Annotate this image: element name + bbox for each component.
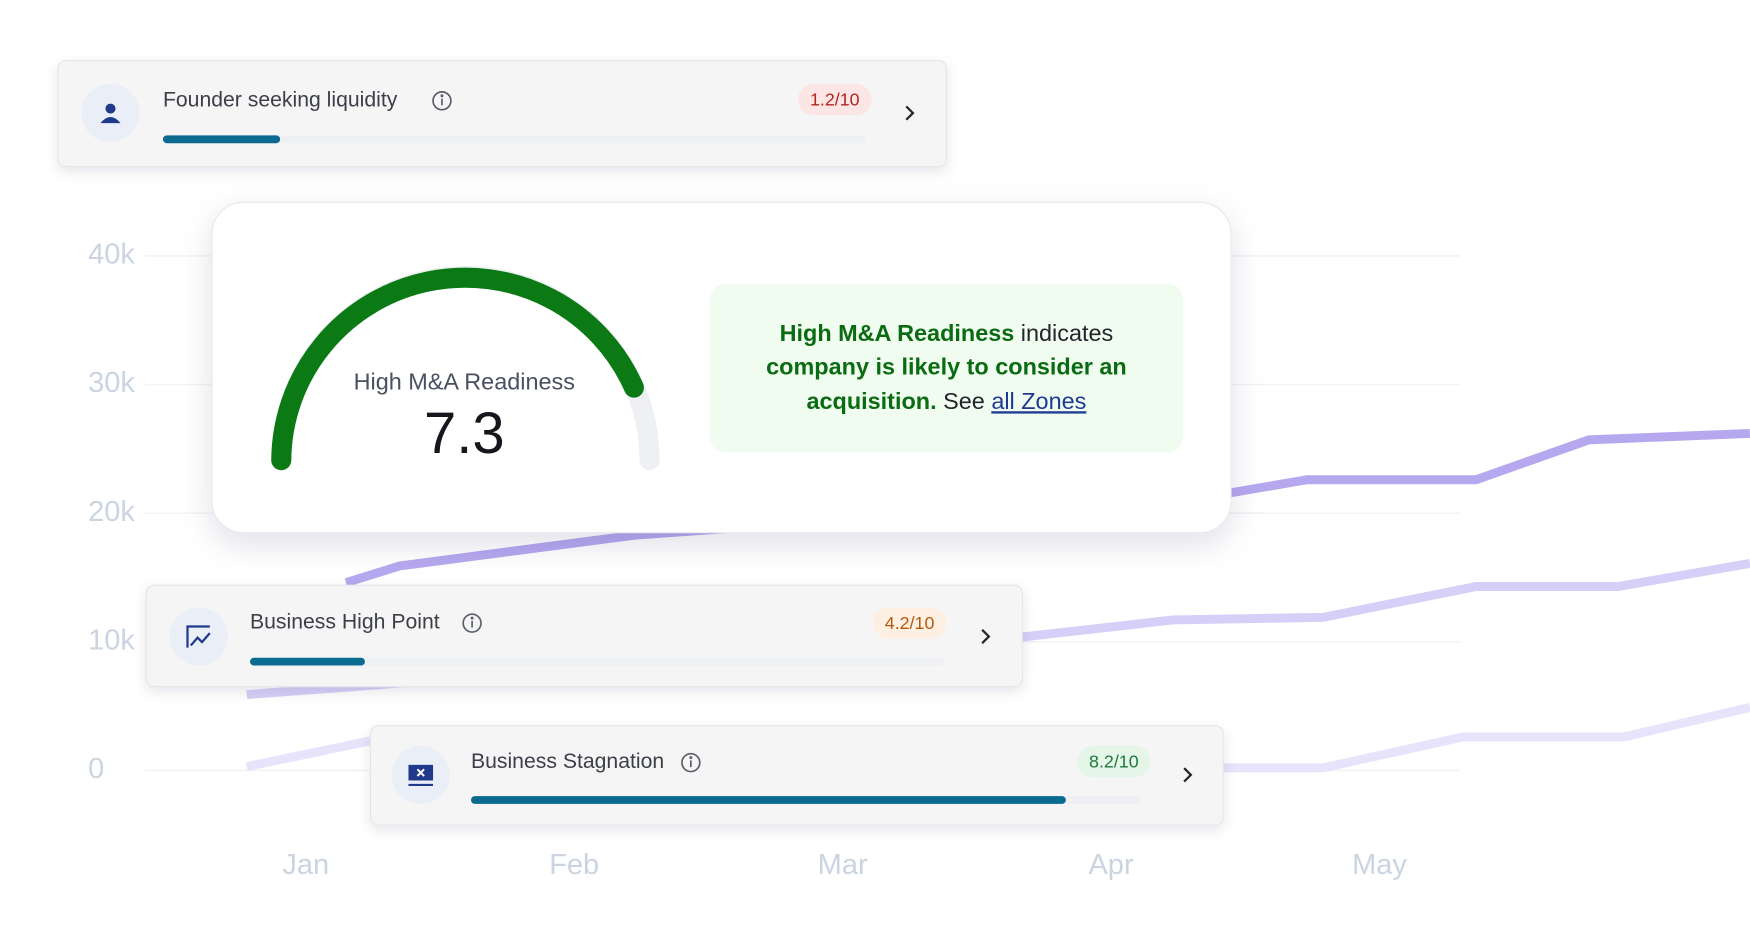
score: 4.2/10 [885, 613, 935, 633]
y-tick-label: 0 [88, 753, 104, 785]
y-tick-label: 40k [88, 239, 135, 271]
gauge-value: 7.3 [424, 401, 505, 466]
y-tick-label: 20k [88, 496, 135, 528]
progress-track [250, 657, 945, 666]
highlight: company is likely to consider an [766, 354, 1127, 380]
description-line: acquisition. See all Zones [806, 388, 1086, 414]
x-tick-label: Apr [1088, 849, 1133, 881]
score-pill [1077, 745, 1151, 778]
text: indicates [1014, 320, 1113, 346]
trend-line [344, 428, 1750, 587]
score: 8.2/10 [1089, 751, 1139, 771]
trend-line [246, 558, 1750, 699]
zones-link[interactable]: all Zones [991, 388, 1086, 414]
stagnation-icon [408, 764, 434, 787]
signal-card[interactable]: Business Stagnation 8.2/10 [369, 725, 1224, 826]
gauge-arc [271, 267, 644, 471]
description-line: company is likely to consider an [766, 354, 1127, 380]
card-title: Business High Point [250, 611, 440, 634]
text: See [937, 388, 992, 414]
x-tick-label: Feb [549, 849, 599, 881]
chart-icon [186, 625, 211, 648]
signal-card[interactable]: Business High Point 4.2/10 [145, 584, 1023, 688]
signal-card[interactable]: Founder seeking liquidity 1.2/10 [57, 60, 947, 168]
y-tick-label: 30k [88, 367, 135, 399]
progress-bar [162, 135, 281, 144]
card-title: Founder seeking liquidity [163, 88, 398, 111]
description-line: High M&A Readiness indicates [780, 320, 1114, 346]
gauge-label: High M&A Readiness [354, 368, 575, 394]
progress-track [162, 135, 867, 144]
chevron[interactable] [981, 629, 991, 644]
highlight: acquisition. [806, 388, 936, 414]
highlight: High M&A Readiness [780, 320, 1015, 346]
progress-bar [470, 796, 1066, 804]
x-tick-label: Mar [818, 849, 868, 881]
chevron[interactable] [905, 105, 915, 121]
y-tick-label: 10k [88, 624, 135, 656]
card-title: Business Stagnation [471, 750, 664, 773]
x-tick-label: May [1352, 849, 1407, 881]
x-tick-label: Jan [282, 849, 329, 881]
gauge-card: High M&A Readiness 7.3 High M&A Readines… [211, 201, 1232, 534]
chevron[interactable] [1183, 767, 1193, 783]
info-icon[interactable] [432, 91, 452, 111]
description-box [709, 283, 1184, 453]
icon-circle [169, 607, 228, 666]
info-icon[interactable] [462, 613, 482, 633]
info-icon[interactable] [681, 752, 701, 773]
score: 1.2/10 [810, 90, 860, 110]
score-pill [797, 84, 872, 116]
progress-bar [250, 657, 365, 666]
person-icon [100, 103, 121, 124]
score-pill [872, 607, 947, 639]
